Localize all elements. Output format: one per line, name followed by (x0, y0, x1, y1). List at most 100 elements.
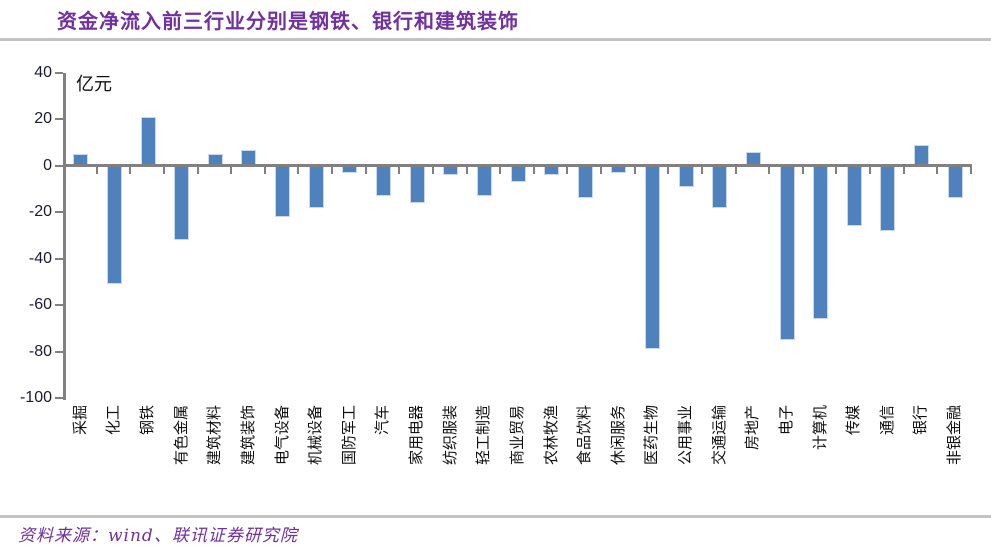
bar-机械设备 (308, 165, 324, 208)
x-axis-label: 机械设备 (307, 405, 325, 466)
y-axis-tick (55, 257, 63, 260)
x-axis-label: 建筑材料 (206, 405, 224, 466)
y-axis-tick (55, 164, 63, 167)
y-axis-tick (55, 72, 63, 74)
bar-公用事业 (678, 165, 694, 187)
x-axis-tick (970, 167, 972, 174)
x-axis-tick (600, 167, 603, 174)
x-axis-label: 有色金属 (172, 405, 190, 466)
bar-传媒 (846, 165, 862, 227)
x-axis-label: 钢铁 (139, 405, 157, 436)
bar-商业贸易 (510, 165, 526, 183)
x-axis-label-cell: 交通运输 (703, 404, 737, 512)
x-axis-label: 汽车 (374, 405, 392, 436)
x-axis-label: 休闲服务 (609, 405, 627, 466)
x-axis-label: 计算机 (811, 405, 829, 451)
x-axis-label-cell: 休闲服务 (602, 404, 636, 512)
bar-化工 (106, 165, 122, 285)
x-axis-tick (667, 167, 670, 174)
x-axis-label-cell: 农林牧渔 (535, 404, 569, 512)
x-axis-label-cell: 食品饮料 (568, 404, 602, 512)
x-axis-label-cell: 非银金融 (938, 404, 972, 512)
chart-title: 资金净流入前三行业分别是钢铁、银行和建筑装饰 (57, 9, 519, 33)
bar-电气设备 (275, 165, 291, 217)
x-axis-label: 食品饮料 (576, 405, 594, 466)
x-axis-label: 化工 (105, 405, 123, 436)
x-axis-tick (331, 167, 334, 174)
y-axis-tick-label: -20 (28, 203, 52, 221)
x-axis-tick (902, 167, 905, 174)
x-axis-tick (95, 167, 98, 174)
x-axis-label-cell: 商业贸易 (501, 404, 535, 512)
x-axis-label-cell: 通信 (871, 404, 905, 512)
x-axis-tick (230, 167, 233, 174)
bar-计算机 (813, 165, 829, 320)
bar-非银金融 (947, 165, 963, 199)
y-axis-tick-label: 20 (34, 110, 52, 128)
x-axis-tick (835, 167, 838, 174)
x-axis-tick (734, 167, 737, 174)
x-axis-label: 商业贸易 (508, 405, 526, 466)
x-axis-label-cell: 计算机 (804, 404, 838, 512)
x-axis-label-cell: 医药生物 (636, 404, 670, 512)
x-axis-label-cell: 公用事业 (669, 404, 703, 512)
x-axis-tick (162, 167, 165, 174)
x-axis-tick (801, 167, 804, 174)
x-axis-tick (936, 167, 939, 174)
x-axis-label: 非银金融 (946, 405, 964, 466)
x-axis-label-cell: 采掘 (64, 404, 98, 512)
x-axis-label: 银行 (912, 405, 930, 436)
y-axis-tick-label: -100 (19, 389, 52, 406)
x-axis-label-cell: 房地产 (737, 404, 771, 512)
x-axis-label: 房地产 (744, 405, 762, 451)
x-axis-label: 采掘 (71, 405, 89, 436)
x-axis-label-cell: 汽车 (367, 404, 401, 512)
x-axis-label: 国防军工 (340, 405, 358, 466)
x-axis-label: 建筑装饰 (239, 405, 257, 466)
x-axis-tick (398, 167, 401, 174)
x-axis-labels: 采掘 化工 钢铁 有色金属 建筑材料 建筑装饰 电气设备 机械设备 国防军工 汽车 家用电器 纺织服装… (64, 404, 972, 512)
y-axis-tick (55, 118, 63, 121)
bar-银行 (914, 144, 930, 166)
bar-食品饮料 (577, 165, 593, 199)
x-axis-tick (633, 167, 636, 174)
y-axis-tick (55, 304, 63, 307)
y-axis-tick-label: 0 (43, 156, 52, 174)
bar-通信 (880, 165, 896, 231)
x-axis-label: 交通运输 (710, 405, 728, 466)
y-axis-tick-label: -60 (28, 296, 52, 314)
bottom-divider (0, 515, 991, 518)
y-axis-tick (55, 397, 63, 399)
x-axis-label: 通信 (878, 405, 896, 436)
x-axis-label-cell: 电子 (770, 404, 804, 512)
x-axis-tick (768, 167, 771, 174)
x-axis-label-cell: 国防军工 (333, 404, 367, 512)
x-axis-tick (263, 167, 266, 174)
x-axis-tick (431, 167, 434, 174)
top-divider (0, 38, 991, 41)
x-axis-label: 家用电器 (408, 405, 426, 466)
x-axis-label-cell: 银行 (905, 404, 939, 512)
y-axis-tick-label: 40 (34, 64, 52, 81)
y-axis-tick-label: -40 (28, 249, 52, 267)
x-axis-label-cell: 家用电器 (400, 404, 434, 512)
x-axis-label-cell: 化工 (98, 404, 132, 512)
x-axis-label-cell: 建筑材料 (199, 404, 233, 512)
x-axis-label: 电子 (777, 405, 795, 436)
x-axis-label-cell: 建筑装饰 (232, 404, 266, 512)
x-axis-label-cell: 钢铁 (131, 404, 165, 512)
x-axis-tick (499, 167, 502, 174)
y-axis-tick (55, 211, 63, 214)
bar-钢铁 (140, 117, 156, 166)
x-axis-label: 电气设备 (273, 405, 291, 466)
plot-area: 40 20 0 -20 -40 -60 -80 -100 (20, 64, 972, 406)
y-axis-line (63, 73, 66, 400)
x-axis-tick (532, 167, 535, 174)
x-axis-tick (129, 167, 132, 174)
y-axis-unit-label: 亿元 (76, 74, 112, 94)
bar-轻工制造 (476, 165, 492, 197)
y-axis-tick-label: -80 (28, 342, 52, 360)
x-axis-tick (566, 167, 569, 174)
bar-电子 (779, 165, 795, 340)
